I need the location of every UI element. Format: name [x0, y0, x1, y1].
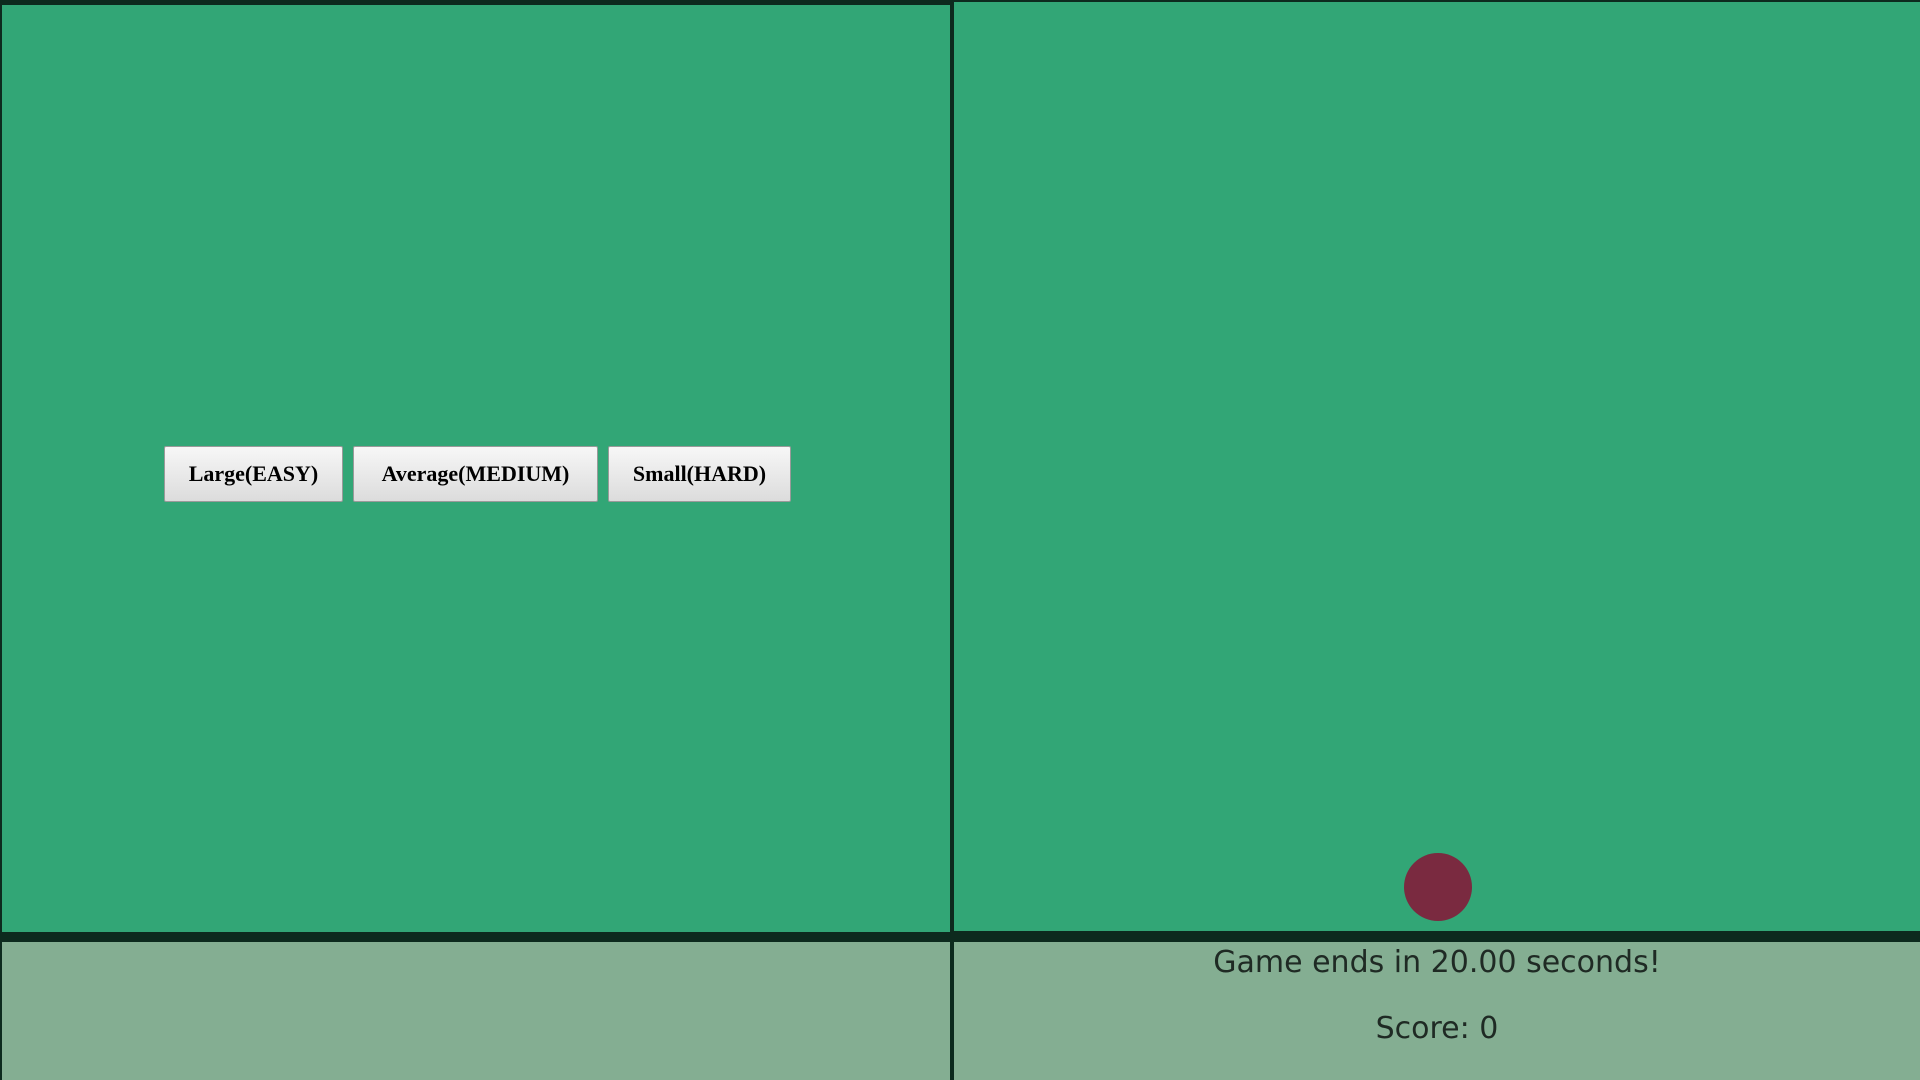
large-easy-button[interactable]: Large(EASY) [164, 446, 343, 502]
game-playfield[interactable] [954, 2, 1920, 931]
menu-status-area [2, 942, 950, 1080]
target-ball[interactable] [1404, 853, 1472, 921]
game-divider [954, 932, 1920, 942]
timer-text: Game ends in 20.00 seconds! [1213, 945, 1661, 980]
menu-panel: Large(EASY) Average(MEDIUM) Small(HARD) [0, 0, 950, 1080]
menu-playfield: Large(EASY) Average(MEDIUM) Small(HARD) [2, 5, 950, 932]
game-panel: Game ends in 20.00 seconds! Score: 0 [954, 0, 1920, 1080]
small-hard-button[interactable]: Small(HARD) [608, 446, 791, 502]
difficulty-button-row: Large(EASY) Average(MEDIUM) Small(HARD) [164, 446, 791, 502]
game-status-area [954, 942, 1920, 1080]
menu-divider [0, 932, 950, 942]
average-medium-button[interactable]: Average(MEDIUM) [353, 446, 598, 502]
score-text: Score: 0 [1375, 1011, 1499, 1046]
